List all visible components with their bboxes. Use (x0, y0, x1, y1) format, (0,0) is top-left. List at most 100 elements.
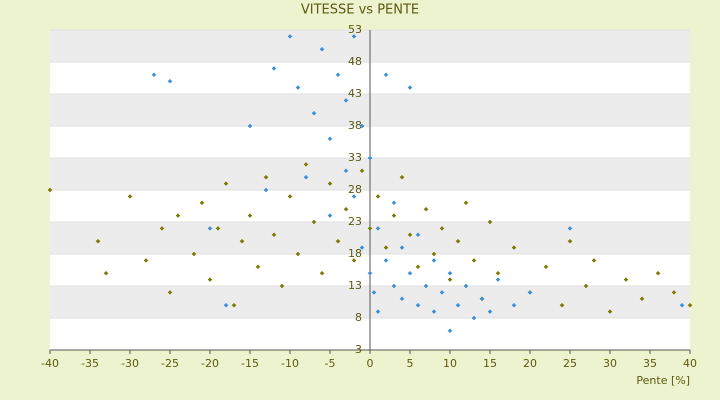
point (303, 162, 309, 167)
point (375, 309, 381, 314)
point (319, 270, 325, 276)
point (239, 238, 245, 244)
point (327, 213, 333, 218)
point (319, 46, 325, 52)
point (383, 72, 389, 78)
point (199, 200, 205, 206)
point (439, 226, 445, 231)
point (247, 213, 253, 218)
point (143, 258, 149, 263)
point (303, 174, 309, 180)
chart-title: VITESSE vs PENTE (301, 3, 419, 18)
x-tick-label: 10 (443, 357, 457, 370)
point (391, 213, 397, 218)
point (295, 251, 301, 257)
y-tick-label: 8 (355, 311, 362, 324)
point (423, 206, 429, 212)
point (623, 277, 629, 282)
point (167, 290, 173, 295)
y-tick-label: 38 (348, 119, 362, 132)
x-tick-label: -30 (121, 357, 139, 370)
point (223, 181, 229, 186)
point (431, 251, 437, 257)
point (367, 270, 373, 276)
y-tick-label: 18 (348, 247, 362, 260)
point (351, 194, 357, 199)
x-tick-label: -10 (281, 357, 299, 370)
point (167, 78, 173, 84)
point (567, 238, 573, 244)
point (591, 258, 597, 263)
point (407, 270, 413, 276)
point (47, 187, 53, 193)
point (263, 187, 269, 193)
point (439, 290, 445, 295)
x-tick-label: -40 (41, 357, 59, 370)
y-tick-label: 53 (348, 23, 362, 36)
y-tick-label: 28 (348, 183, 362, 196)
x-tick-label: 15 (483, 357, 497, 370)
point (359, 123, 365, 129)
x-tick-label: 35 (643, 357, 657, 370)
point (263, 174, 269, 180)
point (543, 264, 549, 270)
point (487, 309, 493, 314)
x-tick-label: -15 (241, 357, 259, 370)
point (335, 238, 341, 244)
point (399, 174, 405, 180)
point (471, 315, 477, 321)
point (559, 302, 565, 308)
point (351, 258, 357, 263)
point (431, 309, 437, 314)
point (679, 302, 685, 308)
x-tick-label: -20 (201, 357, 219, 370)
point (471, 258, 477, 263)
point (415, 232, 421, 238)
point (279, 283, 285, 289)
x-tick-label: 20 (523, 357, 537, 370)
point (655, 270, 661, 276)
y-tick-label: 23 (348, 215, 362, 228)
point (383, 258, 389, 263)
point (391, 283, 397, 289)
point (399, 296, 405, 302)
x-tick-label: -5 (325, 357, 336, 370)
point (495, 270, 501, 276)
point (327, 136, 333, 142)
point (271, 66, 277, 71)
point (487, 219, 493, 225)
x-tick-label: -35 (81, 357, 99, 370)
point (359, 245, 365, 250)
point (375, 194, 381, 199)
point (463, 200, 469, 206)
point (407, 85, 413, 90)
point (271, 232, 277, 238)
point (447, 270, 453, 276)
point (343, 168, 349, 174)
point (351, 34, 357, 39)
point (287, 34, 293, 39)
point (371, 290, 377, 295)
point (327, 181, 333, 186)
point (191, 251, 197, 257)
point (95, 238, 101, 244)
y-tick-label: 43 (348, 87, 362, 100)
point (247, 123, 253, 129)
point (527, 290, 533, 295)
point (375, 226, 381, 231)
point (583, 283, 589, 289)
point (479, 296, 485, 302)
point (127, 194, 133, 199)
point (367, 155, 373, 161)
point (231, 302, 237, 308)
point (687, 302, 693, 308)
point (343, 206, 349, 212)
point (407, 232, 413, 238)
point (311, 110, 317, 116)
point (255, 264, 261, 270)
point (295, 85, 301, 90)
x-tick-label: 40 (683, 357, 697, 370)
point (399, 245, 405, 250)
point (311, 219, 317, 225)
